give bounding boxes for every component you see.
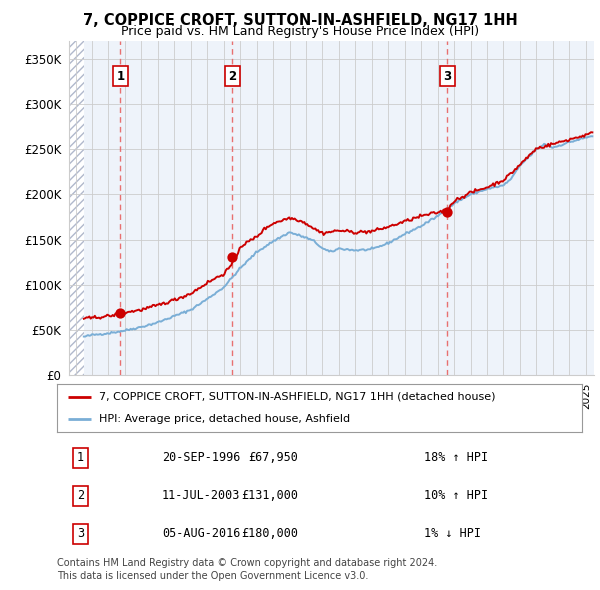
Text: 1: 1: [77, 451, 84, 464]
Text: 1: 1: [116, 70, 124, 83]
Text: 3: 3: [77, 527, 84, 540]
Text: 3: 3: [443, 70, 451, 83]
Text: 2: 2: [77, 489, 84, 503]
Text: £67,950: £67,950: [248, 451, 299, 464]
Text: 11-JUL-2003: 11-JUL-2003: [162, 489, 241, 503]
Point: [443, 208, 452, 217]
Point: [227, 252, 237, 261]
Point: [116, 309, 125, 318]
Text: HPI: Average price, detached house, Ashfield: HPI: Average price, detached house, Ashf…: [99, 414, 350, 424]
Text: Contains HM Land Registry data © Crown copyright and database right 2024.
This d: Contains HM Land Registry data © Crown c…: [57, 558, 437, 581]
Text: 1% ↓ HPI: 1% ↓ HPI: [425, 527, 482, 540]
Text: £131,000: £131,000: [241, 489, 299, 503]
Text: 18% ↑ HPI: 18% ↑ HPI: [425, 451, 488, 464]
Text: 2: 2: [229, 70, 236, 83]
Text: 05-AUG-2016: 05-AUG-2016: [162, 527, 241, 540]
Text: 7, COPPICE CROFT, SUTTON-IN-ASHFIELD, NG17 1HH: 7, COPPICE CROFT, SUTTON-IN-ASHFIELD, NG…: [83, 13, 517, 28]
Bar: [84, 41, 594, 375]
Text: 10% ↑ HPI: 10% ↑ HPI: [425, 489, 488, 503]
Text: 7, COPPICE CROFT, SUTTON-IN-ASHFIELD, NG17 1HH (detached house): 7, COPPICE CROFT, SUTTON-IN-ASHFIELD, NG…: [99, 392, 496, 402]
Text: Price paid vs. HM Land Registry's House Price Index (HPI): Price paid vs. HM Land Registry's House …: [121, 25, 479, 38]
Text: 20-SEP-1996: 20-SEP-1996: [162, 451, 241, 464]
Text: £180,000: £180,000: [241, 527, 299, 540]
